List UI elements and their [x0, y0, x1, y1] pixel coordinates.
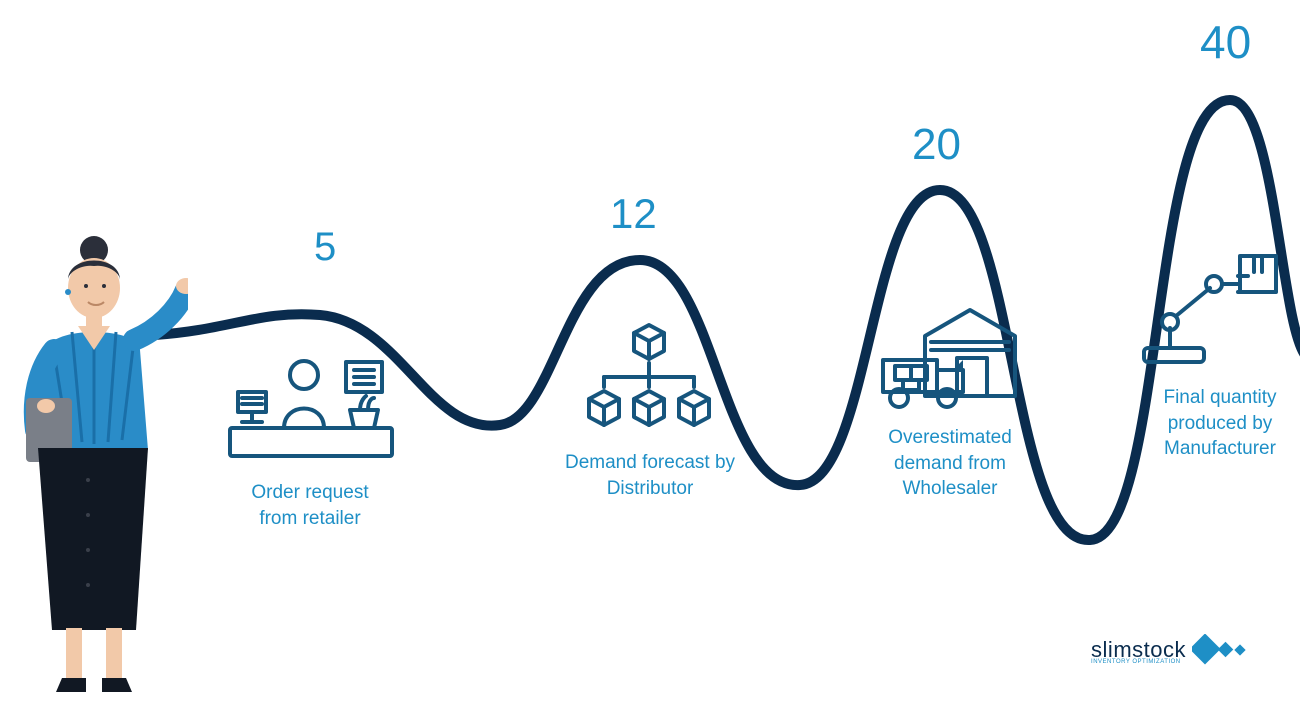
logo-mark-icon — [1192, 634, 1252, 668]
label-distributor: Demand forecast byDistributor — [540, 450, 760, 501]
value-distributor: 12 — [610, 190, 657, 238]
retailer-icon — [226, 340, 396, 460]
label-manufacturer: Final quantityproduced byManufacturer — [1130, 385, 1300, 462]
brand-logo: slimstock INVENTORY OPTIMIZATION — [1091, 634, 1252, 668]
label-wholesaler: Overestimateddemand fromWholesaler — [850, 425, 1050, 502]
person-illustration — [8, 230, 188, 700]
label-retailer: Order requestfrom retailer — [210, 480, 410, 531]
value-retailer: 5 — [314, 225, 336, 270]
value-wholesaler: 20 — [912, 120, 961, 170]
value-manufacturer: 40 — [1200, 15, 1251, 69]
distributor-icon — [582, 321, 717, 431]
wholesaler-icon — [875, 300, 1025, 415]
logo-subtext: INVENTORY OPTIMIZATION — [1091, 659, 1186, 665]
manufacturer-icon — [1140, 248, 1280, 368]
